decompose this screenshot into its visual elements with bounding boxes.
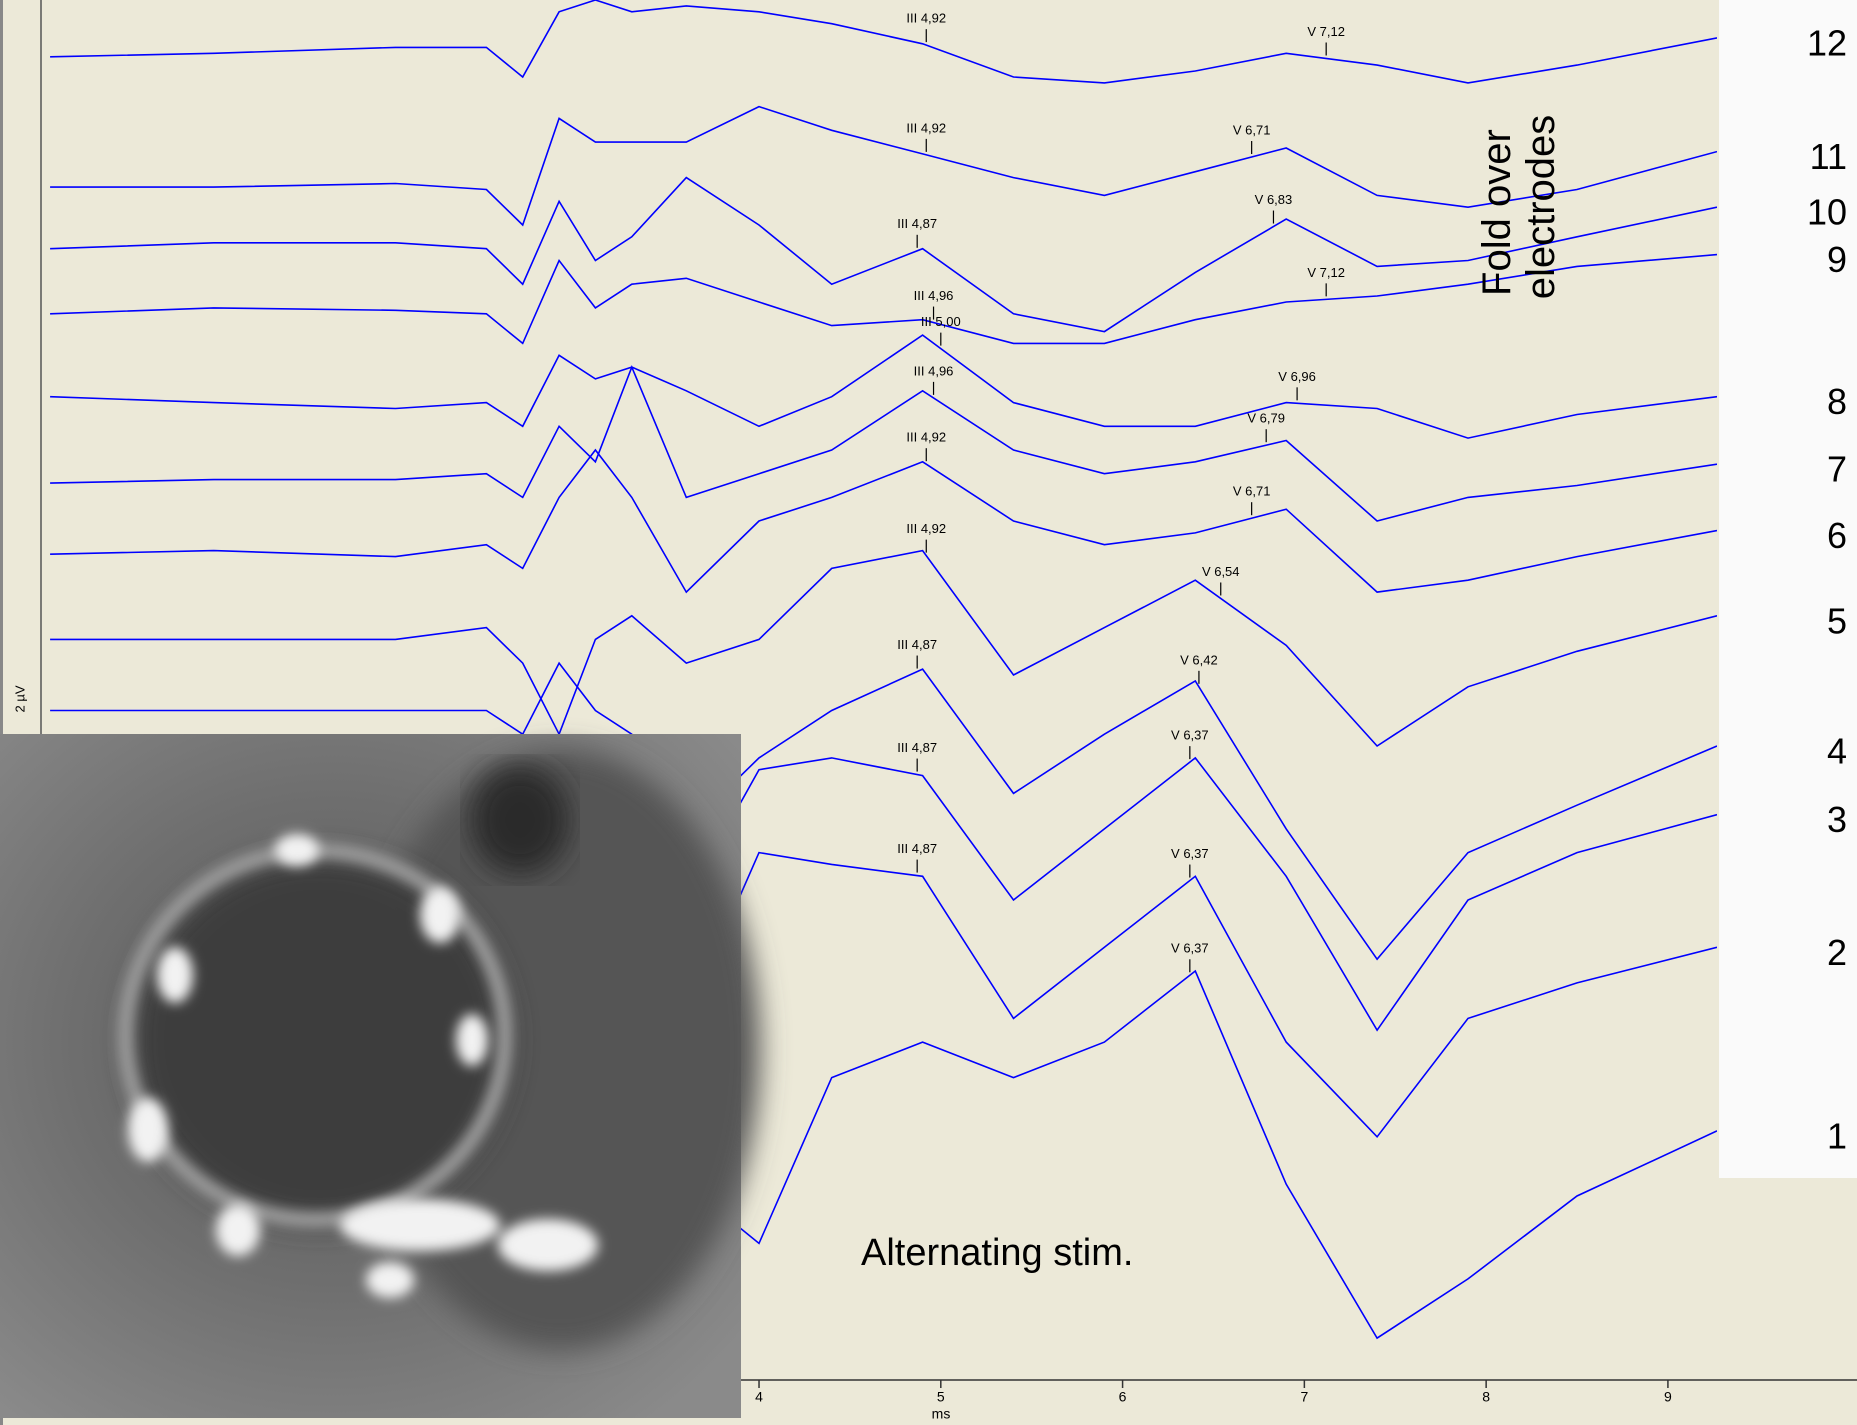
traces: III 4,92 V 7,12 III 4,92 V 6,71 III 4,87 V 6,… (50, 0, 1717, 1340)
peak-label: V 7,12 (1307, 24, 1345, 39)
series-name: 5 (1827, 600, 1847, 641)
series-name: 2 (1827, 932, 1847, 973)
series-name: 3 (1827, 799, 1847, 840)
trace (50, 176, 1717, 333)
series-name: 9 (1827, 239, 1847, 280)
peak-label: III 4,92 (906, 11, 946, 26)
peak-label: III 4,92 (906, 430, 946, 445)
series-name: 4 (1827, 731, 1847, 772)
peak-label: V 6,96 (1278, 369, 1316, 384)
series-name: 10 (1807, 192, 1847, 233)
trace (50, 253, 1717, 345)
peak-label: V 6,71 (1233, 484, 1271, 499)
series-name: 6 (1827, 515, 1847, 556)
x-tick-label: 9 (1664, 1389, 1672, 1405)
x-tick-label: 7 (1300, 1389, 1308, 1405)
y-label: 2 µV (12, 685, 27, 712)
peak-label: III 4,96 (914, 363, 954, 378)
peak-label: III 4,96 (914, 288, 954, 303)
series-name: 11 (1810, 136, 1847, 177)
label-panel (1719, 0, 1857, 1178)
trace (50, 661, 1717, 961)
peak-label: III 4,87 (897, 841, 937, 856)
peak-label: V 6,71 (1233, 122, 1271, 137)
peak-label: V 6,42 (1180, 652, 1218, 667)
trace (50, 448, 1717, 594)
peak-label: V 6,79 (1247, 411, 1285, 426)
peak-label: III 4,87 (897, 740, 937, 755)
fold-line: electrodes (1519, 115, 1563, 300)
peak-label: III 4,87 (897, 216, 937, 231)
peak-label: V 7,12 (1307, 265, 1345, 280)
series-name: 7 (1827, 449, 1847, 490)
peak-label: V 6,37 (1171, 728, 1209, 743)
fold-annotation: Fold over electrodes (1475, 115, 1563, 300)
peak-label: III 4,92 (906, 120, 946, 135)
fold-line: Fold over (1475, 129, 1519, 296)
series-name: 8 (1827, 381, 1847, 422)
series-name: 1 (1827, 1115, 1847, 1156)
trace (50, 364, 1717, 522)
peak-label: V 6,37 (1171, 846, 1209, 861)
trace (50, 105, 1717, 227)
x-tick-label: 5 (937, 1389, 945, 1405)
trace (50, 549, 1717, 748)
stim-annotation: Alternating stim. (861, 1232, 1133, 1274)
trace (50, 334, 1717, 439)
peak-label: V 6,37 (1171, 941, 1209, 956)
ct-image (0, 734, 760, 1418)
series-name: 12 (1807, 22, 1847, 63)
peak-label: V 6,83 (1255, 192, 1293, 207)
x-tick-label: 4 (755, 1389, 763, 1405)
peak-label: V 6,54 (1202, 564, 1240, 579)
peak-label: III 4,87 (897, 637, 937, 652)
x-tick-label: 6 (1119, 1389, 1127, 1405)
peak-label: III 4,92 (906, 521, 946, 536)
trace (50, 0, 1717, 84)
x-label: ms (932, 1406, 951, 1422)
x-tick-label: 8 (1482, 1389, 1490, 1405)
peak-label: III 5,00 (921, 314, 961, 329)
